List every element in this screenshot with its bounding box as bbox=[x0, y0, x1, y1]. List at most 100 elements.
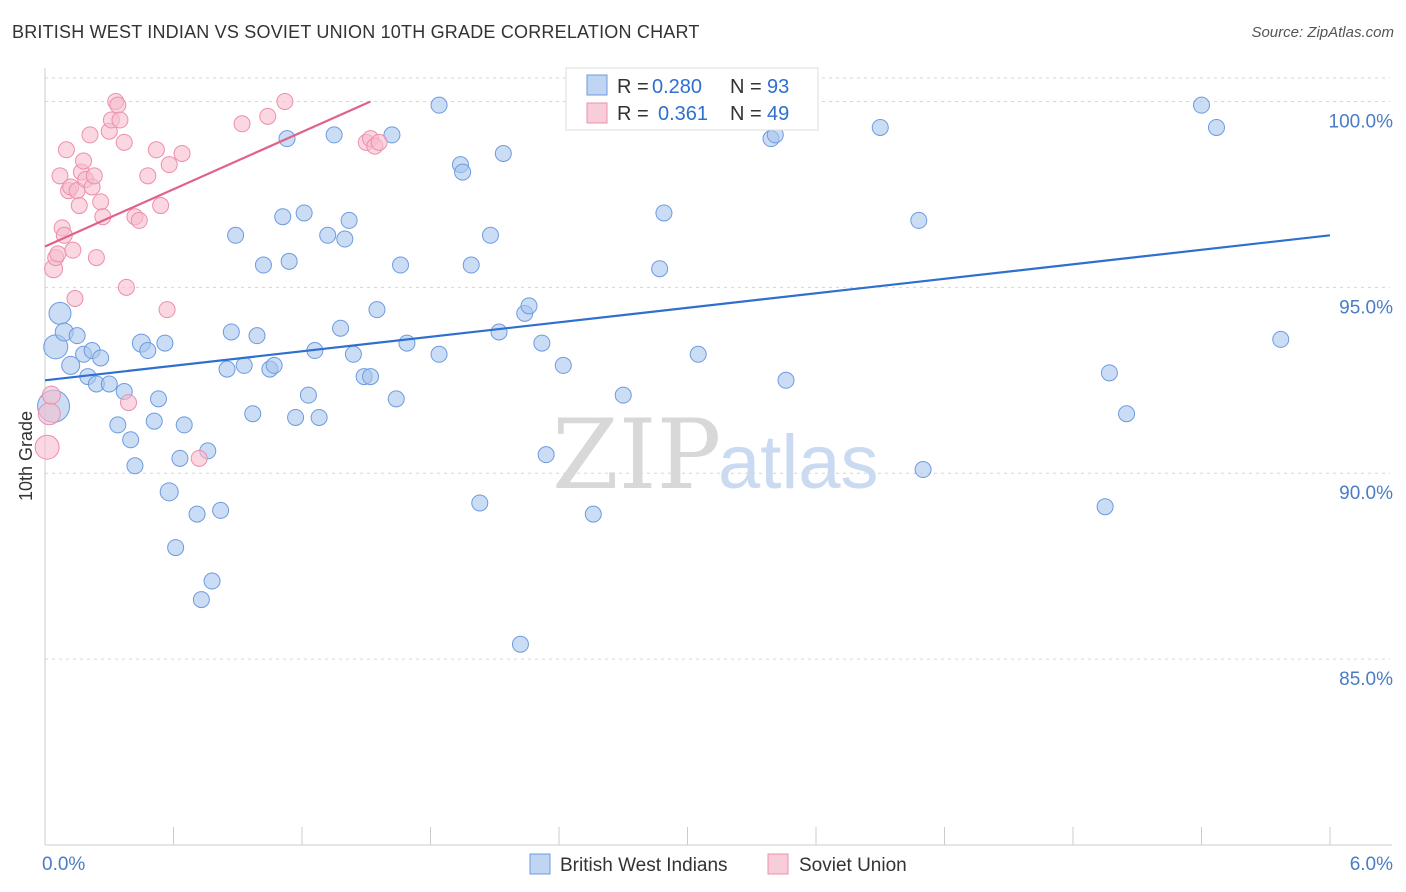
y-tick-label-0: 85.0% bbox=[1339, 669, 1393, 690]
series-legend-swatch-pink bbox=[767, 853, 789, 875]
point-soviet-union-13 bbox=[66, 289, 84, 307]
point-soviet-union-9 bbox=[57, 141, 75, 159]
series-legend-label-pink: Soviet Union bbox=[799, 855, 907, 876]
trend-line-british-west-indians bbox=[44, 234, 1331, 382]
point-british-west-indians-39 bbox=[274, 208, 292, 226]
y-tick-label-2: 95.0% bbox=[1339, 297, 1393, 318]
point-british-west-indians-79 bbox=[689, 345, 707, 363]
x-tick-label-1: 6.0% bbox=[1350, 854, 1393, 875]
point-british-west-indians-87 bbox=[1096, 498, 1114, 516]
point-british-west-indians-26 bbox=[192, 591, 210, 609]
point-soviet-union-36 bbox=[147, 141, 165, 159]
correlation-legend: R = 0.280 N = 93 R = 0.361 N = 49 bbox=[565, 67, 819, 131]
point-soviet-union-15 bbox=[70, 197, 88, 215]
point-soviet-union-38 bbox=[158, 301, 176, 319]
point-soviet-union-29 bbox=[111, 111, 129, 129]
point-british-west-indians-12 bbox=[109, 416, 127, 434]
point-soviet-union-28 bbox=[109, 96, 127, 114]
point-british-west-indians-59 bbox=[398, 334, 416, 352]
point-british-west-indians-89 bbox=[1118, 405, 1136, 423]
point-british-west-indians-92 bbox=[1272, 330, 1290, 348]
point-british-west-indians-34 bbox=[244, 405, 262, 423]
legend-swatch-pink bbox=[586, 102, 608, 124]
point-british-west-indians-61 bbox=[430, 96, 448, 114]
legend-n-value-pink: 49 bbox=[767, 103, 789, 125]
point-british-west-indians-67 bbox=[490, 323, 508, 341]
series-british-west-indians bbox=[37, 96, 1290, 653]
y-tick-label-3: 100.0% bbox=[1329, 111, 1394, 132]
point-british-west-indians-91 bbox=[1207, 118, 1225, 136]
legend-n-label-pink: N = bbox=[730, 103, 762, 125]
legend-r-label-pink: R = bbox=[617, 103, 649, 125]
point-british-west-indians-84 bbox=[871, 118, 889, 136]
watermark-zip: ZIP bbox=[552, 399, 721, 511]
point-british-west-indians-69 bbox=[511, 635, 529, 653]
watermark-atlas: atlas bbox=[718, 420, 879, 505]
point-british-west-indians-55 bbox=[368, 301, 386, 319]
point-soviet-union-34 bbox=[130, 211, 148, 229]
watermark: ZIP atlas bbox=[552, 399, 879, 511]
y-tick-label-1: 90.0% bbox=[1339, 483, 1393, 504]
series-legend-swatch-blue bbox=[529, 853, 551, 875]
point-british-west-indians-54 bbox=[362, 368, 380, 386]
point-british-west-indians-76 bbox=[614, 386, 632, 404]
point-soviet-union-22 bbox=[87, 249, 105, 267]
point-soviet-union-19 bbox=[81, 126, 99, 144]
point-british-west-indians-46 bbox=[310, 408, 328, 426]
point-british-west-indians-50 bbox=[336, 230, 354, 248]
point-soviet-union-44 bbox=[276, 92, 294, 110]
point-soviet-union-35 bbox=[139, 167, 157, 185]
point-british-west-indians-20 bbox=[156, 334, 174, 352]
point-british-west-indians-22 bbox=[167, 539, 185, 557]
point-british-west-indians-56 bbox=[383, 126, 401, 144]
point-british-west-indians-49 bbox=[332, 319, 350, 337]
legend-r-value-blue: 0.280 bbox=[652, 76, 702, 98]
point-british-west-indians-17 bbox=[139, 342, 157, 360]
point-soviet-union-0 bbox=[34, 434, 60, 460]
point-soviet-union-40 bbox=[173, 145, 191, 163]
point-british-west-indians-30 bbox=[218, 360, 236, 378]
point-soviet-union-2 bbox=[41, 385, 61, 405]
point-british-west-indians-44 bbox=[299, 386, 317, 404]
point-british-west-indians-36 bbox=[254, 256, 272, 274]
point-british-west-indians-63 bbox=[454, 163, 472, 181]
point-british-west-indians-28 bbox=[203, 572, 221, 590]
point-british-west-indians-73 bbox=[537, 446, 555, 464]
point-british-west-indians-18 bbox=[145, 412, 163, 430]
point-british-west-indians-24 bbox=[175, 416, 193, 434]
legend-r-value-pink: 0.361 bbox=[658, 103, 708, 125]
point-soviet-union-39 bbox=[160, 156, 178, 174]
point-soviet-union-42 bbox=[233, 115, 251, 133]
point-british-west-indians-41 bbox=[280, 252, 298, 270]
point-soviet-union-32 bbox=[120, 394, 138, 412]
point-british-west-indians-60 bbox=[430, 345, 448, 363]
point-soviet-union-48 bbox=[370, 133, 388, 151]
point-british-west-indians-5 bbox=[68, 327, 86, 345]
point-british-west-indians-64 bbox=[462, 256, 480, 274]
point-british-west-indians-68 bbox=[494, 145, 512, 163]
point-british-west-indians-11 bbox=[100, 375, 118, 393]
point-british-west-indians-4 bbox=[61, 355, 81, 375]
point-soviet-union-17 bbox=[75, 152, 93, 170]
point-british-west-indians-65 bbox=[471, 494, 489, 512]
series-legend: British West Indians Soviet Union bbox=[529, 853, 907, 876]
legend-r-label-blue: R = bbox=[617, 76, 649, 98]
point-british-west-indians-74 bbox=[554, 356, 572, 374]
point-soviet-union-5 bbox=[49, 245, 67, 263]
point-british-west-indians-10 bbox=[92, 349, 110, 367]
point-british-west-indians-57 bbox=[387, 390, 405, 408]
point-british-west-indians-90 bbox=[1193, 96, 1210, 114]
point-soviet-union-1 bbox=[37, 402, 61, 426]
point-soviet-union-12 bbox=[64, 241, 82, 259]
legend-n-value-blue: 93 bbox=[767, 76, 789, 98]
point-british-west-indians-35 bbox=[248, 327, 266, 345]
point-soviet-union-31 bbox=[117, 278, 135, 296]
legend-box bbox=[565, 67, 819, 131]
point-british-west-indians-48 bbox=[325, 126, 343, 144]
x-tick-labels: 0.0% 6.0% bbox=[42, 854, 1393, 875]
point-british-west-indians-52 bbox=[344, 345, 362, 363]
point-british-west-indians-71 bbox=[520, 297, 538, 315]
point-british-west-indians-51 bbox=[340, 211, 358, 229]
point-british-west-indians-82 bbox=[777, 371, 795, 389]
point-british-west-indians-85 bbox=[910, 211, 928, 229]
